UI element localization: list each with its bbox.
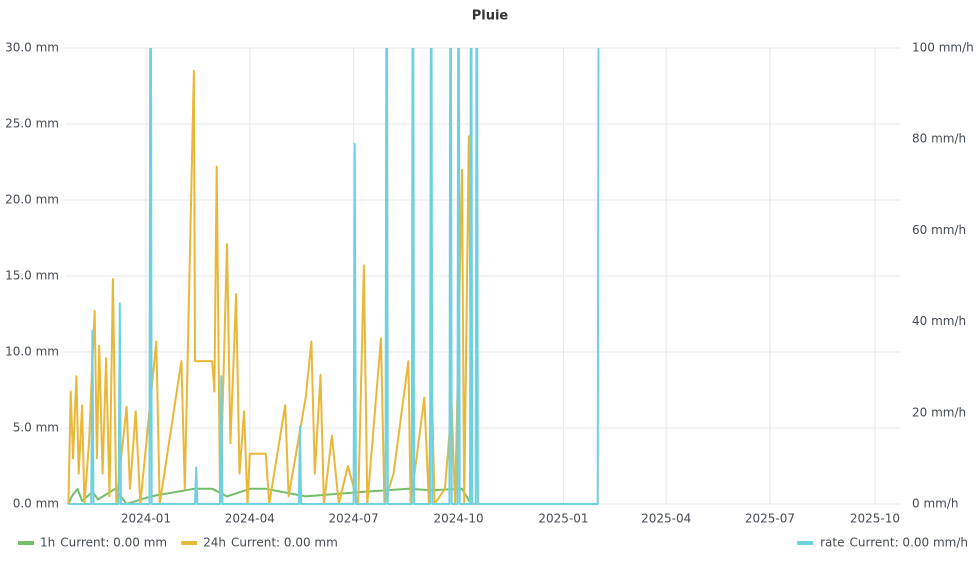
x-tick-label: 2025-07 [745,512,795,526]
series-line [67,69,591,505]
plot-area [67,48,600,505]
y2-tick-label: 60 mm/h [912,223,966,237]
legend-value: Current: 0.00 mm/h [850,536,969,550]
y-tick-label: 10.0 mm [5,345,59,359]
y2-tick-label: 80 mm/h [912,132,966,146]
y-tick-label: 0.0 mm [13,497,59,511]
legend-value: Current: 0.00 mm [60,536,167,550]
x-tick-label: 2025-10 [850,512,900,526]
legend-swatch [181,541,198,545]
y2-tick-label: 100 mm/h [912,41,974,55]
y-tick-label: 15.0 mm [5,269,59,283]
x-tick-label: 2025-04 [641,512,691,526]
x-tick-label: 2024-01 [121,512,171,526]
y2-tick-label: 20 mm/h [912,405,966,419]
y2-tick-label: 0 mm/h [912,497,958,511]
legend-label: 1h [40,536,55,550]
legend-swatch [18,541,34,545]
series-line [67,487,591,505]
y-tick-label: 25.0 mm [5,117,59,131]
x-tick-label: 2024-07 [329,512,379,526]
y-tick-label: 5.0 mm [13,421,59,435]
y-tick-label: 20.0 mm [5,193,59,207]
legend-label: 24h [203,536,226,550]
y-tick-label: 30.0 mm [5,41,59,55]
legend-value: Current: 0.00 mm [231,536,338,550]
x-tick-label: 2024-10 [433,512,483,526]
legend-swatch [797,541,814,545]
x-tick-label: 2024-04 [225,512,275,526]
legend-label: rate [820,536,844,550]
y2-tick-label: 40 mm/h [912,314,966,328]
series-line [68,48,600,505]
x-tick-label: 2025-01 [538,512,588,526]
chart-title: Pluie [472,9,509,24]
